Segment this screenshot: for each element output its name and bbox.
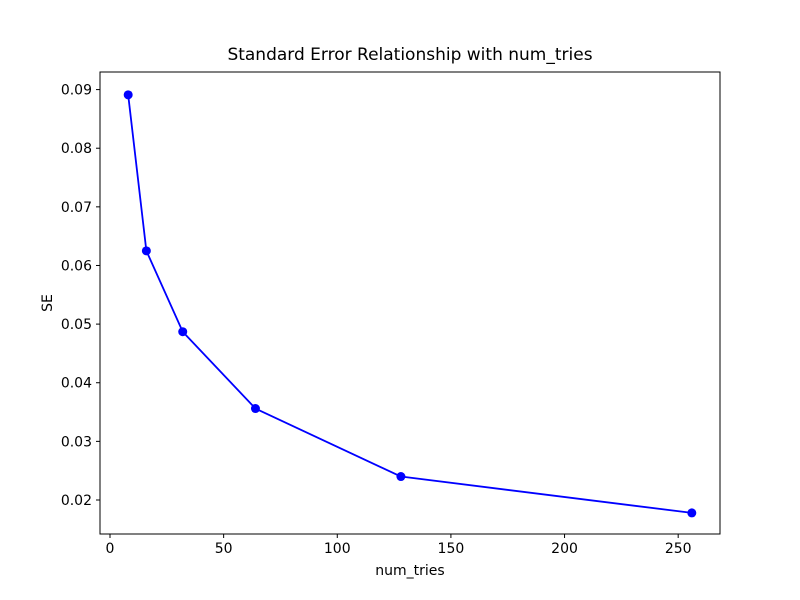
- data-point: [396, 472, 406, 482]
- data-point: [123, 90, 133, 100]
- data-point: [687, 508, 697, 518]
- y-tick-label: 0.03: [61, 434, 92, 450]
- y-tick-label: 0.02: [61, 493, 92, 509]
- plot-area: [99, 71, 721, 535]
- x-tick-label: 100: [324, 541, 351, 557]
- chart-title: Standard Error Relationship with num_tri…: [227, 45, 592, 65]
- y-tick-label: 0.07: [61, 200, 92, 216]
- x-tick-label: 0: [106, 541, 115, 557]
- x-tick-label: 150: [438, 541, 465, 557]
- y-tick-label: 0.06: [61, 258, 92, 274]
- y-tick-label: 0.09: [61, 83, 92, 99]
- y-axis-label: SE: [40, 294, 56, 312]
- series-line: [127, 93, 693, 514]
- y-axis-ticks: 0.02 0.03 0.04 0.05 0.06 0.07 0.08 0.09: [61, 83, 100, 509]
- data-point: [250, 404, 260, 414]
- x-tick-label: 50: [215, 541, 233, 557]
- data-series: [123, 90, 697, 518]
- x-tick-label: 250: [665, 541, 692, 557]
- data-point: [178, 327, 188, 337]
- x-axis-label: num_tries: [375, 563, 444, 579]
- x-axis-ticks: 0 50 100 150 200 250: [106, 534, 692, 557]
- y-tick-label: 0.05: [61, 317, 92, 333]
- y-tick-label: 0.04: [61, 376, 92, 392]
- data-point: [141, 246, 151, 256]
- x-tick-label: 200: [551, 541, 578, 557]
- y-tick-label: 0.08: [61, 141, 92, 157]
